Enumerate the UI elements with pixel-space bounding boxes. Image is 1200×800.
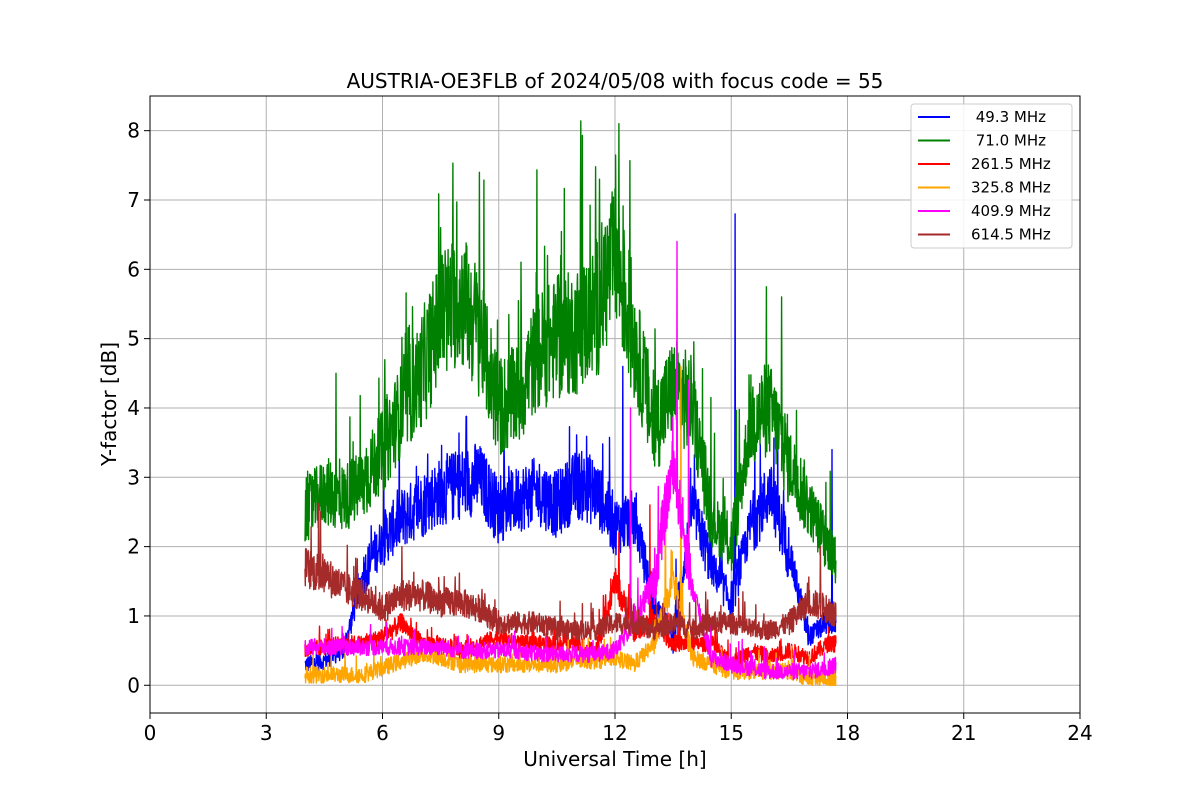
legend: 49.3 MHz 71.0 MHz 261.5 MHz 325.8 MHz 409.9… <box>910 103 1073 249</box>
y-tick-label: 1 <box>127 604 140 628</box>
x-tick-label: 15 <box>719 721 744 745</box>
x-tick-label: 24 <box>1067 721 1092 745</box>
y-tick-label: 4 <box>127 396 140 420</box>
series-line-5 <box>304 503 837 641</box>
legend-label: 49.3 MHz <box>971 108 1046 126</box>
legend-label: 325.8 MHz <box>971 179 1051 197</box>
chart-title: AUSTRIA-OE3FLB of 2024/05/08 with focus … <box>347 69 884 93</box>
x-axis-label: Universal Time [h] <box>523 747 706 771</box>
y-tick-label: 5 <box>127 327 140 351</box>
series-line-1 <box>304 120 837 584</box>
x-tick-label: 6 <box>376 721 389 745</box>
y-tick-label: 7 <box>127 188 140 212</box>
y-tick-label: 6 <box>127 257 140 281</box>
y-tick-label: 0 <box>127 673 140 697</box>
x-axis-ticks: 0 3 6 9 12 15 18 21 24 <box>144 713 1093 745</box>
x-tick-label: 3 <box>260 721 273 745</box>
legend-label: 409.9 MHz <box>971 202 1051 220</box>
series-line-4 <box>304 240 837 680</box>
x-tick-label: 0 <box>144 721 157 745</box>
series-line-0 <box>304 213 837 672</box>
y-tick-label: 2 <box>127 535 140 559</box>
y-tick-label: 8 <box>127 119 140 143</box>
y-tick-label: 3 <box>127 465 140 489</box>
legend-label: 261.5 MHz <box>971 155 1051 173</box>
x-tick-label: 12 <box>602 721 627 745</box>
x-tick-label: 18 <box>835 721 860 745</box>
legend-box <box>910 103 1073 249</box>
legend-label: 71.0 MHz <box>971 132 1046 150</box>
y-axis-label: Y-factor [dB] <box>97 342 121 467</box>
y-axis-ticks: 0 1 2 3 4 5 6 7 8 <box>127 119 150 697</box>
series-layer <box>304 120 837 686</box>
x-tick-label: 21 <box>951 721 976 745</box>
legend-label: 614.5 MHz <box>971 226 1051 244</box>
x-tick-label: 9 <box>492 721 505 745</box>
